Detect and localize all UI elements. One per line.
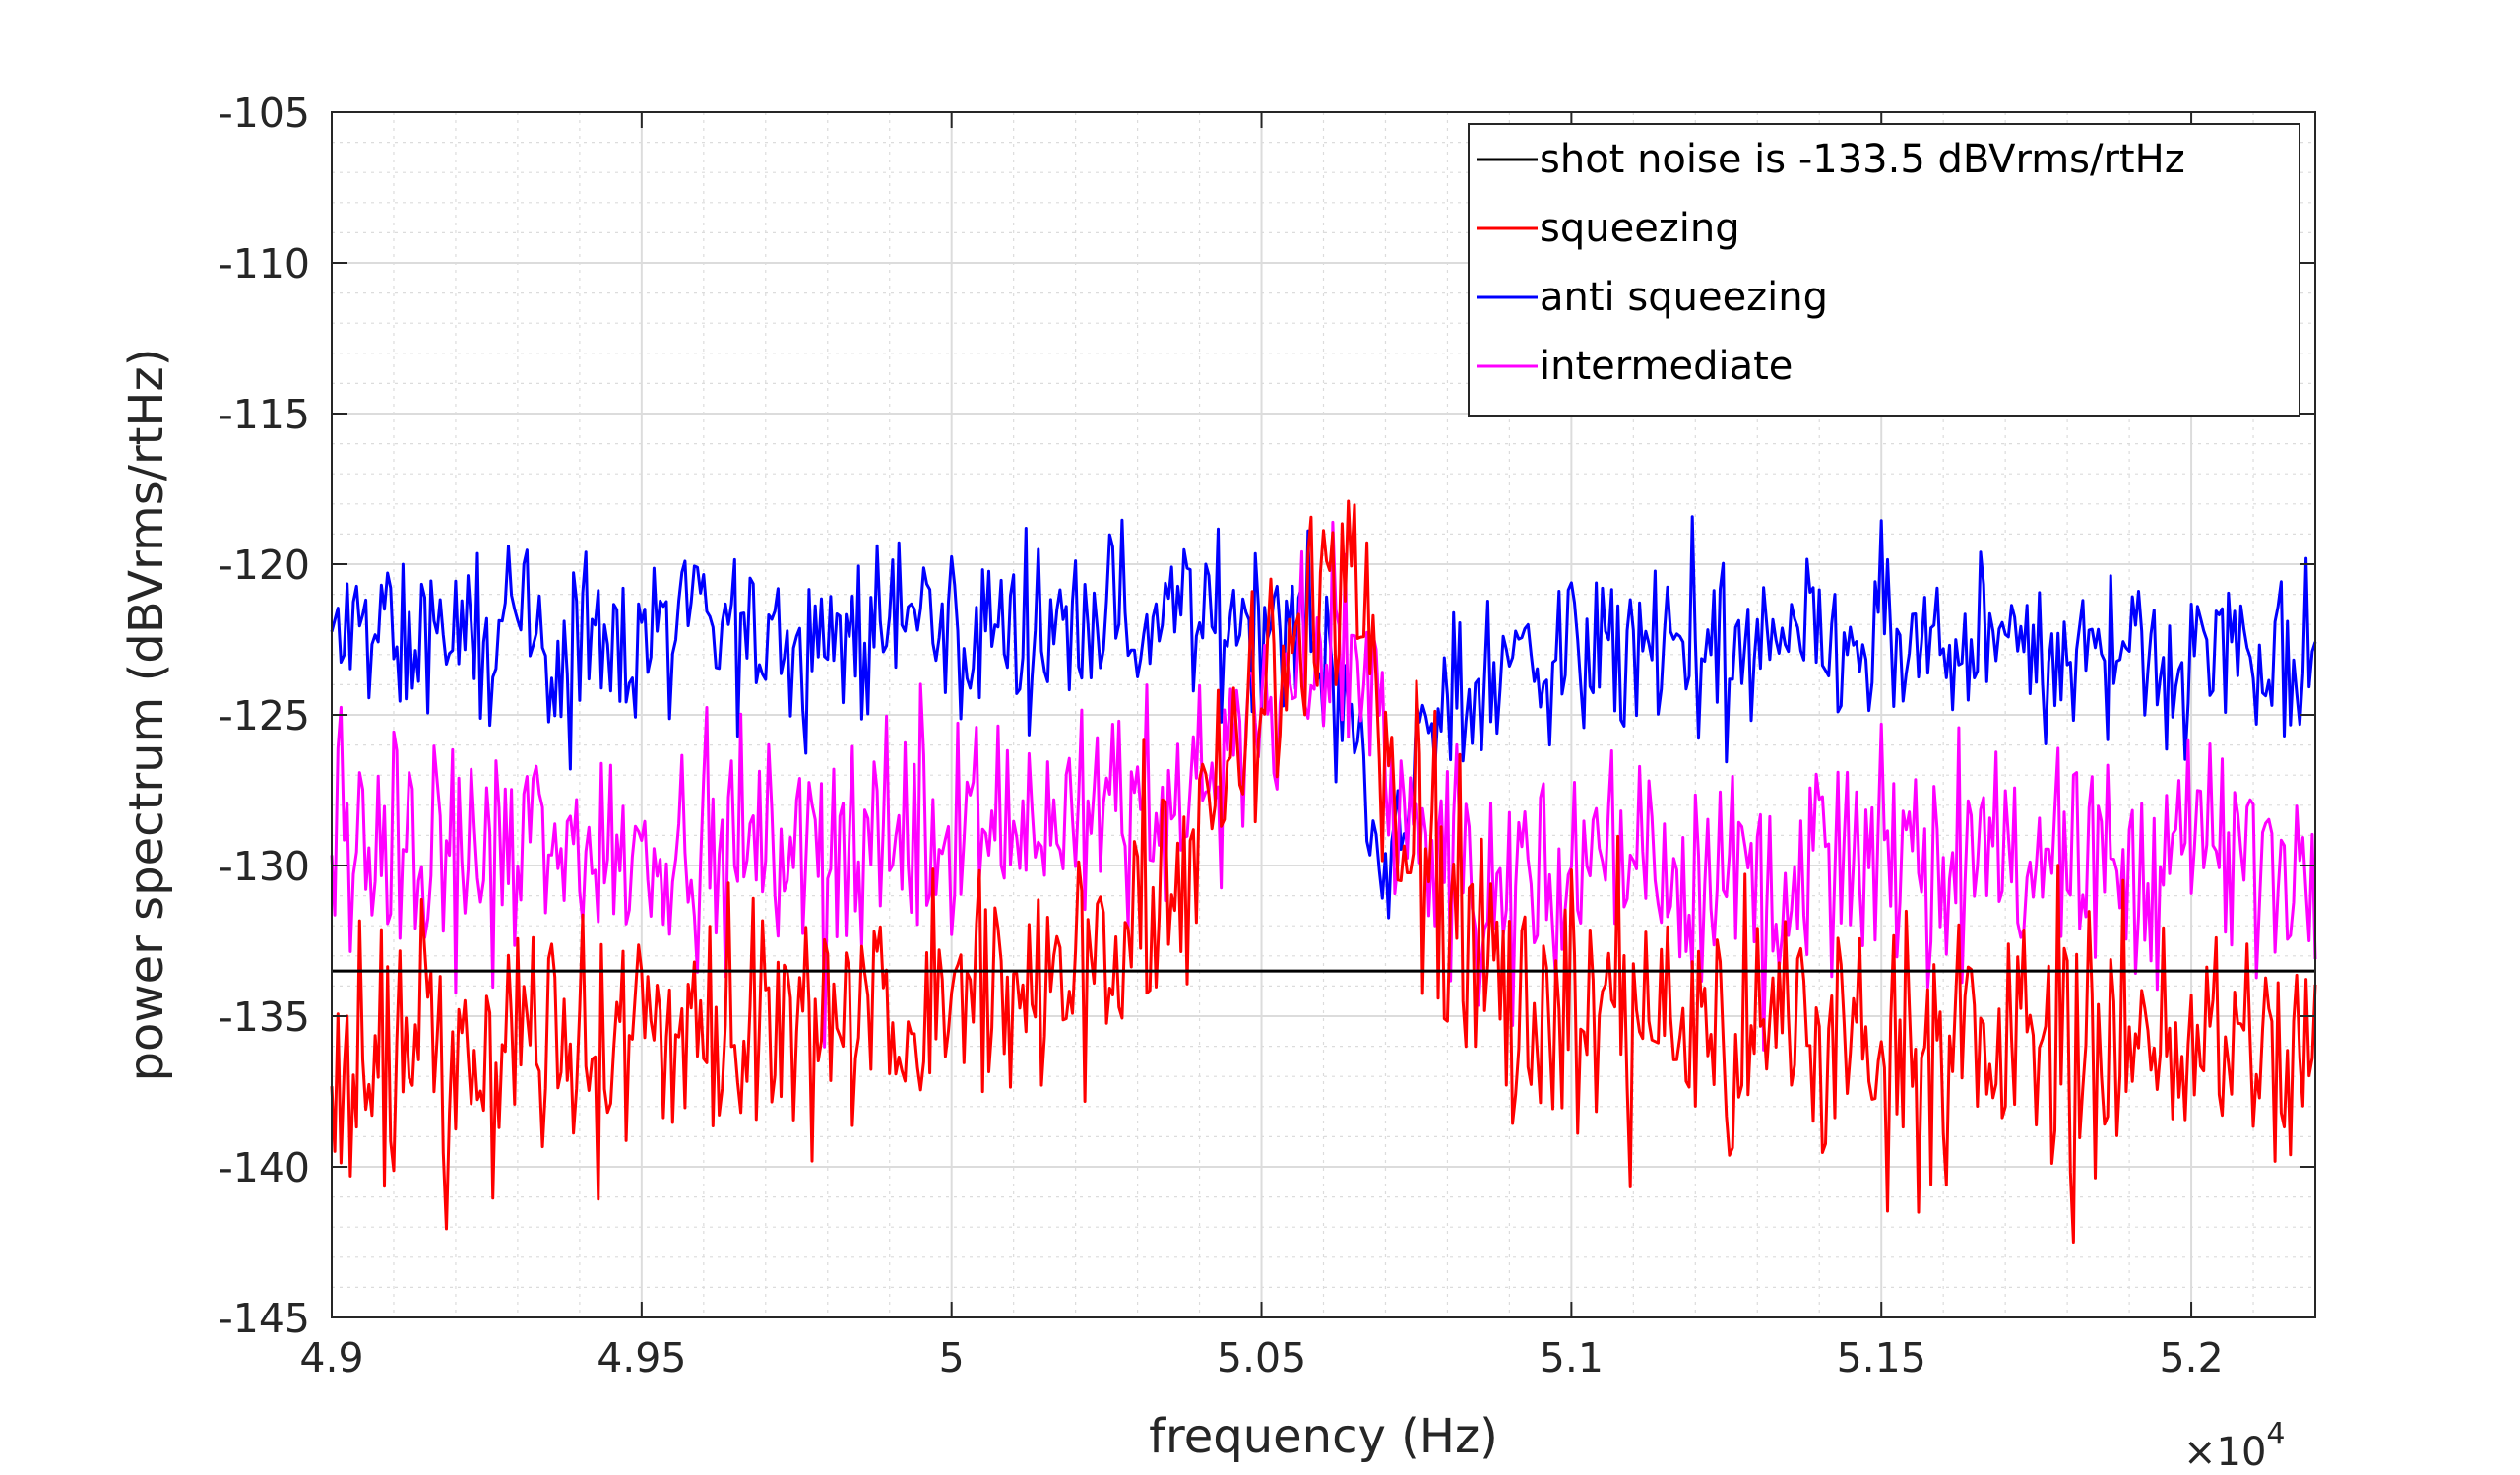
y-tick-label: -140 — [219, 1144, 310, 1191]
x-axis-multiplier: ×104 — [2183, 1417, 2286, 1475]
y-tick-label: -105 — [219, 90, 310, 137]
x-tick-label: 5.05 — [1217, 1334, 1306, 1381]
legend-label-shot-noise: shot noise is -133.5 dBVrms/rtHz — [1540, 137, 2185, 182]
legend: shot noise is -133.5 dBVrms/rtHz squeezi… — [1468, 123, 2300, 417]
legend-entry-shot-noise: shot noise is -133.5 dBVrms/rtHz — [1477, 137, 2185, 182]
x-tick-label: 5.2 — [2159, 1334, 2223, 1381]
x-tick-label: 4.95 — [597, 1334, 686, 1381]
x-tick-label: 5.15 — [1837, 1334, 1926, 1381]
legend-entry-anti-squeezing: anti squeezing — [1477, 275, 1828, 320]
series-line-squeezing — [330, 499, 2317, 1244]
y-tick-label: -145 — [219, 1295, 310, 1342]
legend-label-anti-squeezing: anti squeezing — [1540, 275, 1828, 320]
y-tick-label: -120 — [219, 542, 310, 589]
y-tick-label: -110 — [219, 240, 310, 288]
x-axis-multiplier-base: ×10 — [2183, 1430, 2266, 1475]
legend-label-squeezing: squeezing — [1540, 206, 1740, 251]
x-tick-label: 5.1 — [1540, 1334, 1604, 1381]
x-tick-label: 4.9 — [299, 1334, 363, 1381]
x-axis-multiplier-exponent: 4 — [2266, 1417, 2285, 1451]
tick-labels: 4.9 4.95 5 5.05 5.1 5.15 5.2 -145 -140 -135 -130 -1… — [219, 90, 2224, 1381]
series-line-intermediate — [330, 520, 2317, 1052]
x-axis-label: frequency (Hz) — [1149, 1409, 1498, 1464]
x-tick-label: 5 — [939, 1334, 965, 1381]
y-tick-label: -130 — [219, 843, 310, 890]
legend-entry-intermediate: intermediate — [1477, 344, 1793, 389]
y-tick-label: -115 — [219, 391, 310, 438]
series-lines — [330, 499, 2317, 1244]
y-tick-label: -135 — [219, 994, 310, 1041]
y-tick-label: -125 — [219, 692, 310, 739]
y-axis-label: power spectrum (dBVrms/rtHz) — [119, 349, 174, 1082]
ticks — [331, 111, 2315, 1318]
legend-box — [1468, 123, 2300, 417]
legend-entry-squeezing: squeezing — [1477, 206, 1740, 251]
legend-label-intermediate: intermediate — [1540, 344, 1793, 389]
